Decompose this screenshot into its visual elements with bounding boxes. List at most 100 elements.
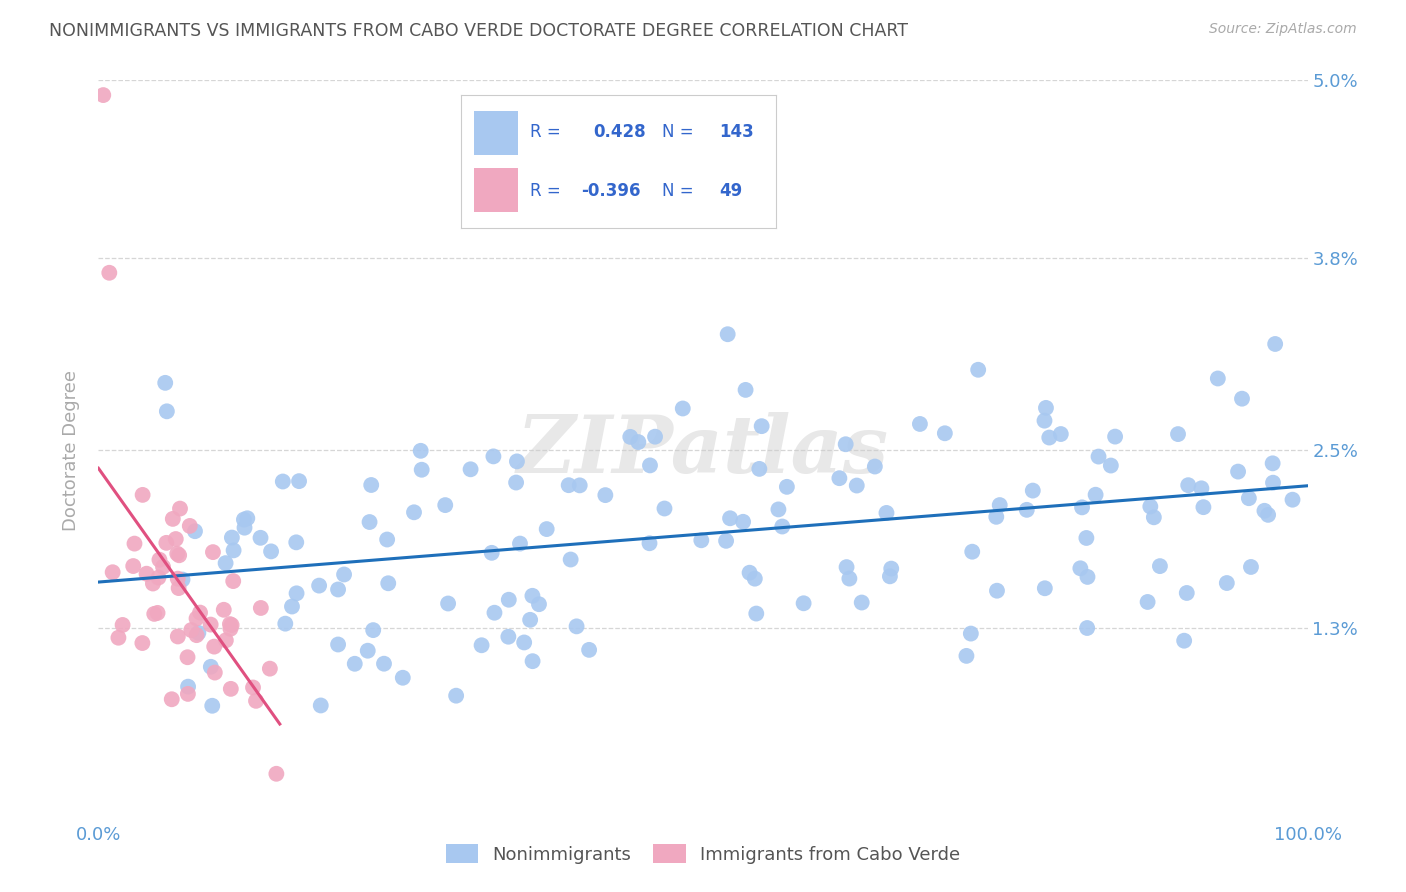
Point (281, 599, 304, 614)
Point (527, 597, 550, 611)
Point (1261, 456, 1284, 470)
Point (1253, 504, 1275, 518)
Point (770, 519, 793, 533)
Point (498, 592, 520, 607)
Point (308, 579, 330, 593)
Point (142, 576, 165, 591)
Point (444, 689, 467, 703)
Point (221, 618, 243, 632)
Point (309, 698, 332, 713)
Point (233, 521, 256, 535)
Point (167, 548, 190, 562)
Point (568, 478, 591, 492)
Point (1071, 500, 1094, 515)
Text: NONIMMIGRANTS VS IMMIGRANTS FROM CABO VERDE DOCTORATE DEGREE CORRELATION CHART: NONIMMIGRANTS VS IMMIGRANTS FROM CABO VE… (49, 22, 908, 40)
Point (391, 671, 413, 685)
Point (259, 662, 281, 676)
Point (91, 88, 114, 103)
Point (638, 536, 661, 550)
Point (1136, 595, 1159, 609)
Point (359, 515, 381, 529)
Point (271, 475, 294, 489)
Point (101, 566, 124, 580)
Point (988, 498, 1011, 512)
Point (1240, 560, 1263, 574)
Point (179, 519, 201, 533)
Point (1139, 500, 1161, 514)
Point (845, 478, 868, 492)
Point (1281, 492, 1303, 507)
Point (1022, 483, 1045, 498)
Point (201, 545, 224, 559)
Point (107, 631, 129, 645)
Point (1216, 576, 1239, 591)
Point (250, 601, 273, 615)
Point (1149, 559, 1171, 574)
Point (166, 630, 188, 644)
Point (471, 638, 494, 652)
Point (285, 586, 308, 600)
Point (402, 505, 425, 519)
Point (186, 611, 208, 625)
Point (793, 596, 815, 610)
Y-axis label: Doctorate Degree: Doctorate Degree (62, 370, 80, 531)
Point (1177, 478, 1199, 492)
Point (522, 589, 544, 603)
Point (148, 570, 170, 584)
Point (851, 595, 873, 609)
Point (377, 576, 399, 591)
Point (768, 502, 790, 516)
Point (505, 475, 527, 490)
Point (215, 633, 238, 648)
Point (188, 606, 211, 620)
Point (733, 515, 755, 529)
Point (717, 327, 740, 342)
Point (1033, 581, 1056, 595)
Point (131, 488, 153, 502)
Point (484, 606, 506, 620)
Point (274, 616, 297, 631)
Point (375, 533, 398, 547)
Point (960, 626, 983, 640)
Point (557, 478, 579, 492)
Point (249, 531, 271, 545)
Point (124, 536, 146, 550)
Point (111, 618, 134, 632)
Point (184, 524, 207, 539)
Point (934, 426, 956, 441)
Point (1035, 401, 1057, 415)
Point (1076, 621, 1098, 635)
Point (1087, 450, 1109, 464)
Point (177, 680, 200, 694)
Point (176, 650, 198, 665)
Point (509, 536, 531, 550)
Point (1237, 491, 1260, 506)
Point (166, 547, 188, 561)
Point (627, 435, 650, 450)
Point (214, 556, 236, 570)
Point (619, 430, 641, 444)
Point (986, 583, 1008, 598)
Point (638, 458, 661, 473)
Point (343, 657, 366, 671)
Point (242, 681, 264, 695)
Point (266, 766, 288, 780)
Point (260, 544, 283, 558)
Point (955, 648, 977, 663)
Point (690, 533, 713, 548)
Point (333, 567, 356, 582)
Point (411, 463, 433, 477)
Point (1099, 458, 1122, 473)
Point (434, 498, 457, 512)
Point (1033, 414, 1056, 428)
Point (180, 623, 202, 637)
Point (714, 533, 737, 548)
Point (838, 572, 860, 586)
Point (373, 657, 395, 671)
Point (513, 635, 536, 649)
Point (986, 509, 1008, 524)
Point (1261, 475, 1284, 490)
Point (1076, 570, 1098, 584)
Point (245, 694, 267, 708)
Point (437, 597, 460, 611)
